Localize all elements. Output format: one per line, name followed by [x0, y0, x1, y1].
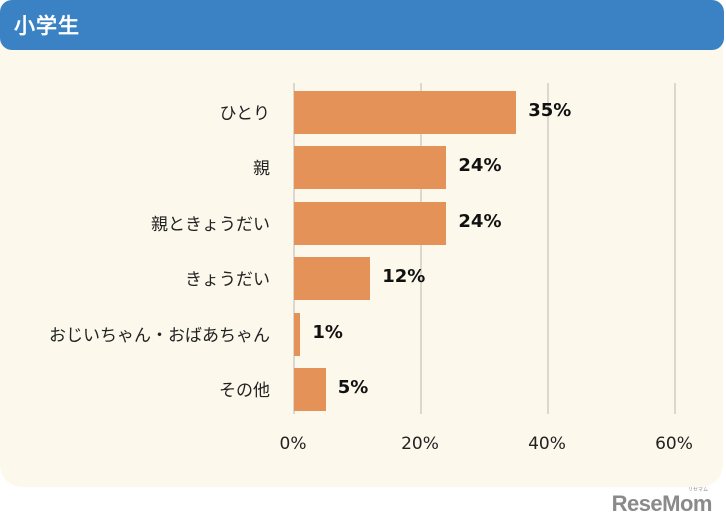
gridline-60 [674, 83, 676, 414]
chart-title: 小学生 [14, 14, 80, 38]
gridline-40 [547, 83, 549, 414]
bar-row: おじいちゃん・おばあちゃん 1% [0, 313, 726, 357]
category-label: 親 [253, 159, 270, 179]
x-tick-label: 40% [528, 434, 566, 454]
category-label: ひとり [219, 104, 271, 124]
bar [294, 91, 517, 134]
resemom-logo: ReseMom [611, 491, 713, 516]
bar-row: その他 5% [0, 368, 726, 412]
value-label: 5% [337, 377, 369, 398]
category-label: 親ときょうだい [151, 215, 270, 235]
bar [294, 368, 326, 411]
value-label: 12% [382, 266, 426, 287]
chart-header: 小学生 [0, 0, 724, 50]
category-label: その他 [219, 381, 270, 401]
gridline-0 [293, 83, 295, 414]
category-label: きょうだい [185, 270, 270, 290]
category-label: おじいちゃん・おばあちゃん [49, 326, 270, 346]
bar [294, 257, 371, 300]
value-label: 24% [458, 155, 502, 176]
gridline-20 [420, 83, 422, 414]
x-tick-label: 20% [401, 434, 439, 454]
bar-row: 親ときょうだい 24% [0, 202, 726, 246]
logo-subtitle: リセマム [687, 487, 708, 493]
value-label: 35% [528, 100, 572, 121]
bar [294, 146, 447, 189]
x-tick-label: 0% [279, 434, 307, 454]
bar [294, 313, 301, 356]
bar [294, 202, 447, 245]
bar-row: きょうだい 12% [0, 257, 726, 301]
x-tick-label: 60% [655, 434, 693, 454]
bar-row: 親 24% [0, 146, 726, 190]
value-label: 24% [458, 211, 502, 232]
bar-row: ひとり 35% [0, 91, 726, 135]
value-label: 1% [312, 322, 343, 343]
